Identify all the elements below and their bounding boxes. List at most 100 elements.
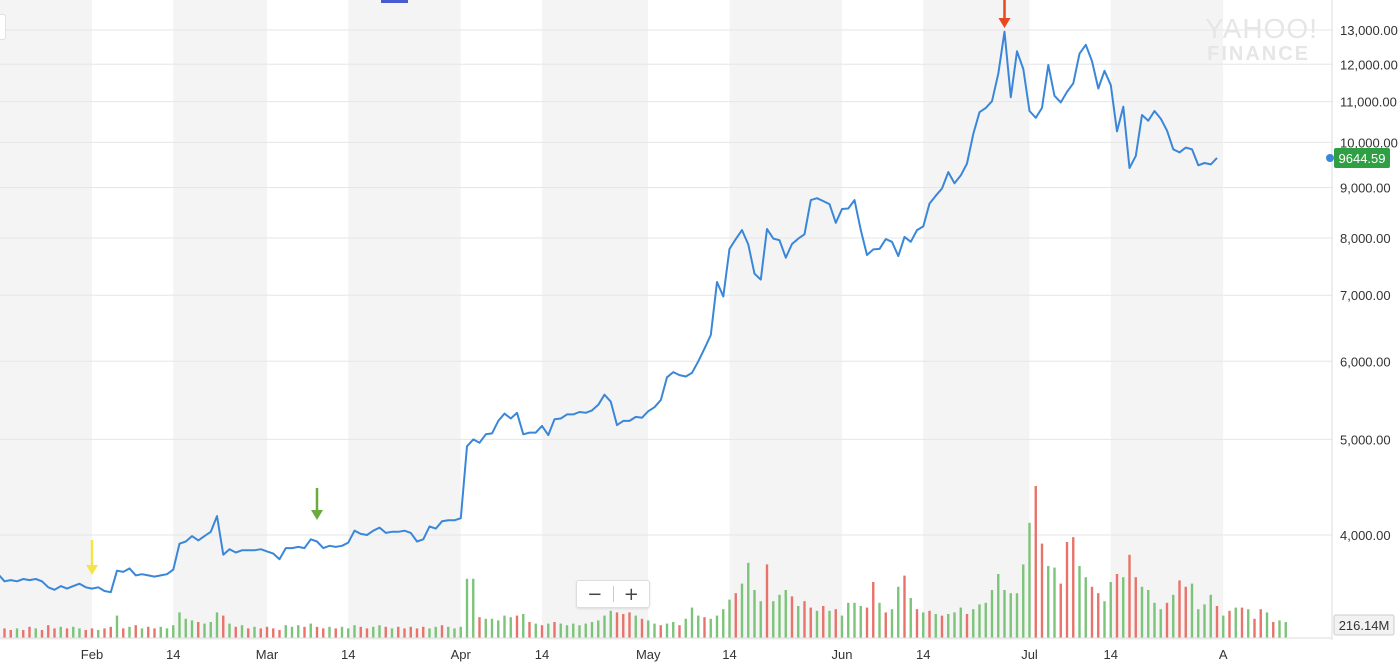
volume-label: 216.14M xyxy=(1339,618,1390,633)
volume-bar xyxy=(1284,622,1287,638)
volume-bar xyxy=(978,604,981,638)
volume-bar xyxy=(403,628,406,638)
volume-bar xyxy=(1084,577,1087,638)
volume-bar xyxy=(753,590,756,638)
volume-bar xyxy=(178,612,181,638)
last-point-marker xyxy=(1326,154,1334,162)
volume-bar xyxy=(1253,618,1256,638)
volume-bar xyxy=(828,610,831,638)
volume-bar xyxy=(472,578,475,638)
volume-bar xyxy=(840,615,844,638)
volume-bar xyxy=(534,623,537,638)
volume-bar xyxy=(165,628,169,638)
volume-bar xyxy=(922,612,925,638)
top-indicator xyxy=(381,0,408,3)
zoom-out-button[interactable]: − xyxy=(577,581,613,607)
annotation-arrow-head-red xyxy=(998,18,1011,28)
volume-bar xyxy=(272,628,275,638)
volume-bar xyxy=(847,602,850,638)
y-tick-label: 10,000.00 xyxy=(1340,135,1398,150)
time-band xyxy=(267,0,349,640)
price-line xyxy=(0,30,1218,594)
volume-bar xyxy=(1278,620,1281,638)
volume-bar xyxy=(1247,609,1250,638)
volume-bar xyxy=(159,626,162,638)
volume-bar xyxy=(997,574,1000,638)
volume-bar xyxy=(122,628,125,638)
volume-bar xyxy=(1065,542,1069,638)
volume-bar xyxy=(684,618,687,638)
annotation-arrow-head-yellow xyxy=(86,565,98,575)
volume-bar xyxy=(678,625,681,638)
volume-bar xyxy=(415,628,419,638)
volume-bar xyxy=(1159,609,1162,638)
volume-bar xyxy=(1047,566,1050,638)
volume-bar xyxy=(722,609,725,638)
volume-bar xyxy=(634,615,637,638)
volume-bar xyxy=(453,628,456,638)
y-axis: 4,000.00 5,000.00 6,000.00 7,000.00 8,000.00… xyxy=(1331,0,1398,640)
volume-bar xyxy=(247,628,250,638)
volume-bar xyxy=(90,628,94,638)
time-band xyxy=(1223,0,1332,640)
volume-bar xyxy=(965,614,969,638)
volume-bar xyxy=(697,615,700,638)
volume-bar xyxy=(265,626,269,638)
y-tick-label: 6,000.00 xyxy=(1340,354,1391,369)
time-band xyxy=(1110,0,1224,640)
volume-bar xyxy=(434,626,437,638)
volume-bar xyxy=(715,615,719,638)
background-bands xyxy=(0,0,1332,640)
volume-bar xyxy=(397,626,400,638)
y-tick-label: 12,000.00 xyxy=(1340,57,1398,72)
volume-bar xyxy=(928,610,931,638)
volume-bar xyxy=(1053,567,1056,638)
volume-bar xyxy=(447,626,450,638)
volume-bar xyxy=(15,628,19,638)
volume-bar xyxy=(1140,586,1144,638)
volume-bar xyxy=(9,630,12,638)
volume-bar xyxy=(353,625,356,638)
volume-bar xyxy=(703,617,706,638)
volume-bar xyxy=(284,625,287,638)
volume-bar xyxy=(1078,566,1081,638)
x-tick-label: Feb xyxy=(81,647,103,662)
y-tick-label: 8,000.00 xyxy=(1340,231,1391,246)
volume-bar xyxy=(1015,593,1019,638)
volume-bar xyxy=(665,623,669,638)
volume-bar xyxy=(290,626,294,638)
left-edge-handle[interactable] xyxy=(0,14,6,40)
volume-bar xyxy=(609,610,612,638)
x-tick-label: 14 xyxy=(1104,647,1118,662)
volume-badge xyxy=(1333,614,1395,636)
volume-bar xyxy=(853,602,856,638)
time-band xyxy=(173,0,267,640)
volume-bar xyxy=(440,625,444,638)
x-tick-label: May xyxy=(636,647,661,662)
volume-bar xyxy=(1259,609,1262,638)
volume-bar xyxy=(315,626,319,638)
volume-bar xyxy=(134,625,137,638)
volume-bar xyxy=(3,628,6,638)
volume-bar xyxy=(859,606,862,638)
time-band xyxy=(729,0,842,640)
volume-bar xyxy=(1072,537,1075,638)
time-band xyxy=(460,0,542,640)
volume-bar xyxy=(297,625,300,638)
zoom-in-button[interactable]: + xyxy=(614,581,650,607)
volume-bar xyxy=(809,607,812,638)
x-tick-label: Jul xyxy=(1021,647,1038,662)
volume-bar xyxy=(759,601,762,638)
volume-bar xyxy=(97,630,100,638)
volume-bar xyxy=(915,609,919,638)
y-tick-label: 5,000.00 xyxy=(1340,432,1391,447)
volume-bars xyxy=(3,486,1287,638)
volume-bar xyxy=(184,618,187,638)
volume-bar xyxy=(1115,574,1119,638)
volume-bar xyxy=(215,612,219,638)
volume-bar xyxy=(1178,580,1181,638)
volume-bar xyxy=(559,623,562,638)
volume-bar xyxy=(784,590,787,638)
volume-bar xyxy=(972,609,975,638)
